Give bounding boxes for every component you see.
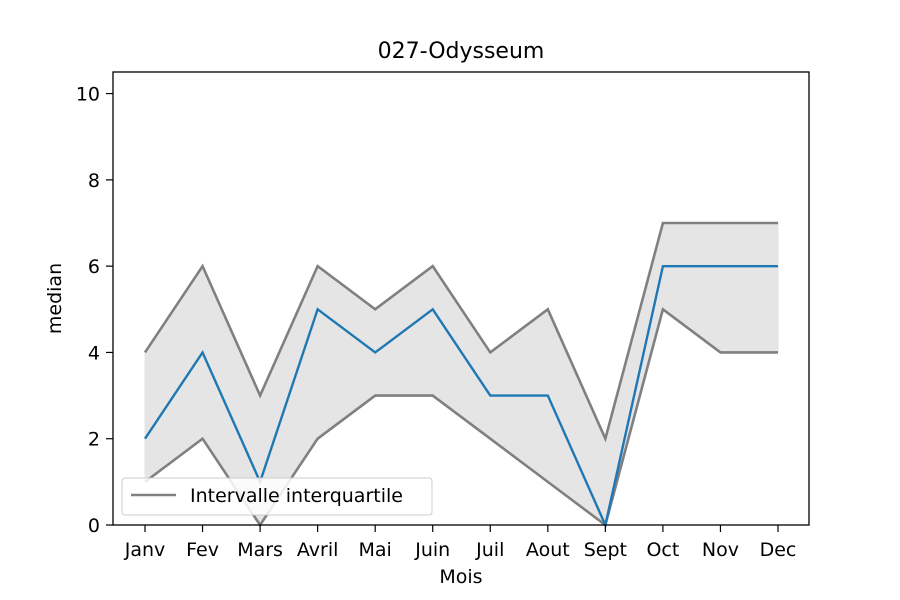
x-tick-label: Juin bbox=[414, 539, 450, 561]
y-axis-label: median bbox=[44, 263, 66, 334]
y-axis: 0 2 4 6 8 10 bbox=[76, 84, 113, 537]
y-tick-label: 2 bbox=[88, 429, 100, 451]
q3-line bbox=[143, 221, 778, 443]
x-tick-label: Aout bbox=[526, 539, 570, 561]
legend: Intervalle interquartile bbox=[121, 477, 433, 516]
legend-label-iqr: Intervalle interquartile bbox=[190, 485, 403, 507]
x-tick-label: Mars bbox=[237, 539, 283, 561]
y-tick-label: 0 bbox=[88, 515, 100, 537]
y-tick-label: 4 bbox=[88, 342, 100, 364]
x-tick-label: Janv bbox=[124, 539, 166, 561]
y-tick-label: 10 bbox=[76, 84, 100, 106]
axes-frame bbox=[112, 71, 810, 526]
x-axis: Janv Fev Mars Avril Mai Juin Juil Aout Sept Oct No… bbox=[124, 525, 797, 561]
x-tick-label: Mai bbox=[359, 539, 392, 561]
y-tick-label: 8 bbox=[88, 170, 100, 192]
x-axis-label: Mois bbox=[439, 566, 482, 588]
median-line bbox=[144, 264, 778, 529]
x-tick-label: Nov bbox=[702, 539, 739, 561]
x-tick-label: Fev bbox=[186, 539, 219, 561]
chart-title: 027-Odysseum bbox=[378, 39, 545, 64]
x-tick-label: Avril bbox=[297, 539, 339, 561]
x-tick-label: Dec bbox=[760, 539, 797, 561]
x-tick-label: Oct bbox=[646, 539, 679, 561]
x-tick-label: Sept bbox=[584, 539, 627, 561]
legend-box bbox=[121, 477, 433, 516]
y-tick-label: 6 bbox=[88, 256, 100, 278]
x-tick-label: Juil bbox=[475, 539, 504, 561]
